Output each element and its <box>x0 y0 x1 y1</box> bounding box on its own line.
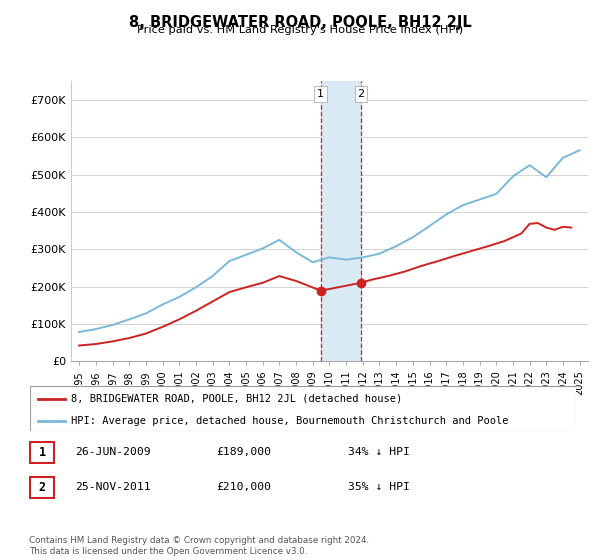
Text: 25-NOV-2011: 25-NOV-2011 <box>75 482 151 492</box>
Text: £189,000: £189,000 <box>216 447 271 458</box>
Text: 34% ↓ HPI: 34% ↓ HPI <box>348 447 410 458</box>
Text: 8, BRIDGEWATER ROAD, POOLE, BH12 2JL (detached house): 8, BRIDGEWATER ROAD, POOLE, BH12 2JL (de… <box>71 394 402 404</box>
Text: 2: 2 <box>39 480 46 494</box>
Text: HPI: Average price, detached house, Bournemouth Christchurch and Poole: HPI: Average price, detached house, Bour… <box>71 416 508 426</box>
Text: 2: 2 <box>358 89 365 99</box>
Text: 1: 1 <box>317 89 324 99</box>
Text: 1: 1 <box>39 446 46 459</box>
Text: 26-JUN-2009: 26-JUN-2009 <box>75 447 151 458</box>
Text: Contains HM Land Registry data © Crown copyright and database right 2024.
This d: Contains HM Land Registry data © Crown c… <box>29 536 369 556</box>
Text: 35% ↓ HPI: 35% ↓ HPI <box>348 482 410 492</box>
Text: £210,000: £210,000 <box>216 482 271 492</box>
Bar <box>321 81 361 361</box>
Text: Price paid vs. HM Land Registry's House Price Index (HPI): Price paid vs. HM Land Registry's House … <box>137 25 463 35</box>
Text: 8, BRIDGEWATER ROAD, POOLE, BH12 2JL: 8, BRIDGEWATER ROAD, POOLE, BH12 2JL <box>128 15 472 30</box>
